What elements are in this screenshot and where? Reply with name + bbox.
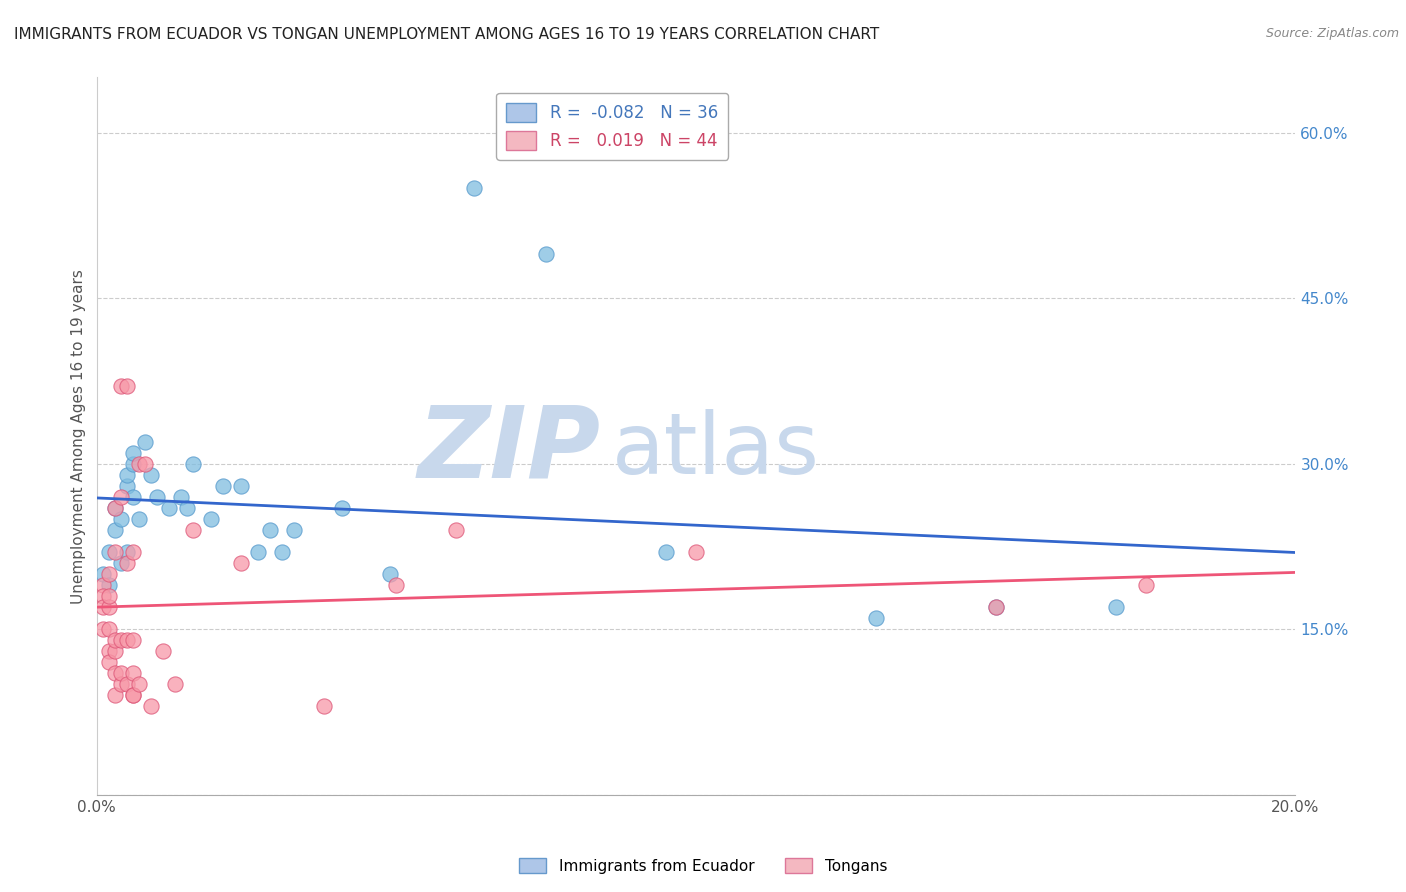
Point: [110, 379, 132, 393]
Point: [121, 666, 143, 681]
Point: [463, 181, 485, 195]
Text: atlas: atlas: [612, 409, 820, 491]
Point: [1135, 578, 1157, 592]
Point: [385, 578, 408, 592]
Point: [121, 689, 143, 703]
Point: [121, 457, 143, 471]
Point: [110, 633, 132, 648]
Point: [97, 622, 120, 636]
Point: [110, 677, 132, 691]
Point: [115, 556, 138, 570]
Point: [97, 567, 120, 582]
Point: [104, 633, 127, 648]
Point: [655, 545, 678, 559]
Point: [97, 545, 120, 559]
Point: [115, 677, 138, 691]
Point: [115, 467, 138, 482]
Legend: R =  -0.082   N = 36, R =   0.019   N = 44: R = -0.082 N = 36, R = 0.019 N = 44: [496, 93, 728, 160]
Point: [91, 622, 114, 636]
Point: [104, 689, 127, 703]
Point: [104, 644, 127, 658]
Point: [104, 500, 127, 515]
Point: [181, 457, 204, 471]
Point: [229, 556, 252, 570]
Point: [91, 578, 114, 592]
Point: [163, 677, 186, 691]
Text: IMMIGRANTS FROM ECUADOR VS TONGAN UNEMPLOYMENT AMONG AGES 16 TO 19 YEARS CORRELA: IMMIGRANTS FROM ECUADOR VS TONGAN UNEMPL…: [14, 27, 879, 42]
Point: [229, 479, 252, 493]
Point: [104, 545, 127, 559]
Point: [115, 379, 138, 393]
Point: [91, 600, 114, 615]
Point: [91, 567, 114, 582]
Point: [110, 512, 132, 526]
Point: [115, 545, 138, 559]
Point: [104, 666, 127, 681]
Point: [110, 666, 132, 681]
Point: [115, 479, 138, 493]
Point: [97, 578, 120, 592]
Point: [121, 445, 143, 459]
Text: Source: ZipAtlas.com: Source: ZipAtlas.com: [1265, 27, 1399, 40]
Point: [134, 457, 156, 471]
Point: [121, 689, 143, 703]
Point: [121, 490, 143, 504]
Point: [104, 523, 127, 537]
Point: [176, 500, 198, 515]
Point: [200, 512, 222, 526]
Y-axis label: Unemployment Among Ages 16 to 19 years: Unemployment Among Ages 16 to 19 years: [72, 268, 86, 604]
Text: ZIP: ZIP: [418, 402, 600, 499]
Point: [134, 434, 156, 449]
Point: [152, 644, 174, 658]
Point: [139, 467, 162, 482]
Point: [128, 677, 150, 691]
Point: [139, 699, 162, 714]
Point: [110, 556, 132, 570]
Point: [121, 633, 143, 648]
Point: [97, 644, 120, 658]
Point: [984, 600, 1007, 615]
Point: [314, 699, 336, 714]
Point: [283, 523, 305, 537]
Point: [685, 545, 707, 559]
Point: [211, 479, 233, 493]
Point: [104, 500, 127, 515]
Point: [1104, 600, 1126, 615]
Point: [145, 490, 167, 504]
Point: [128, 512, 150, 526]
Point: [110, 490, 132, 504]
Point: [128, 457, 150, 471]
Point: [181, 523, 204, 537]
Point: [115, 633, 138, 648]
Point: [97, 655, 120, 669]
Point: [121, 545, 143, 559]
Point: [332, 500, 354, 515]
Point: [91, 589, 114, 603]
Point: [247, 545, 270, 559]
Point: [259, 523, 281, 537]
Point: [97, 589, 120, 603]
Legend: Immigrants from Ecuador, Tongans: Immigrants from Ecuador, Tongans: [513, 852, 893, 880]
Point: [271, 545, 294, 559]
Point: [984, 600, 1007, 615]
Point: [97, 600, 120, 615]
Point: [169, 490, 191, 504]
Point: [865, 611, 887, 625]
Point: [157, 500, 180, 515]
Point: [534, 247, 557, 261]
Point: [380, 567, 402, 582]
Point: [446, 523, 468, 537]
